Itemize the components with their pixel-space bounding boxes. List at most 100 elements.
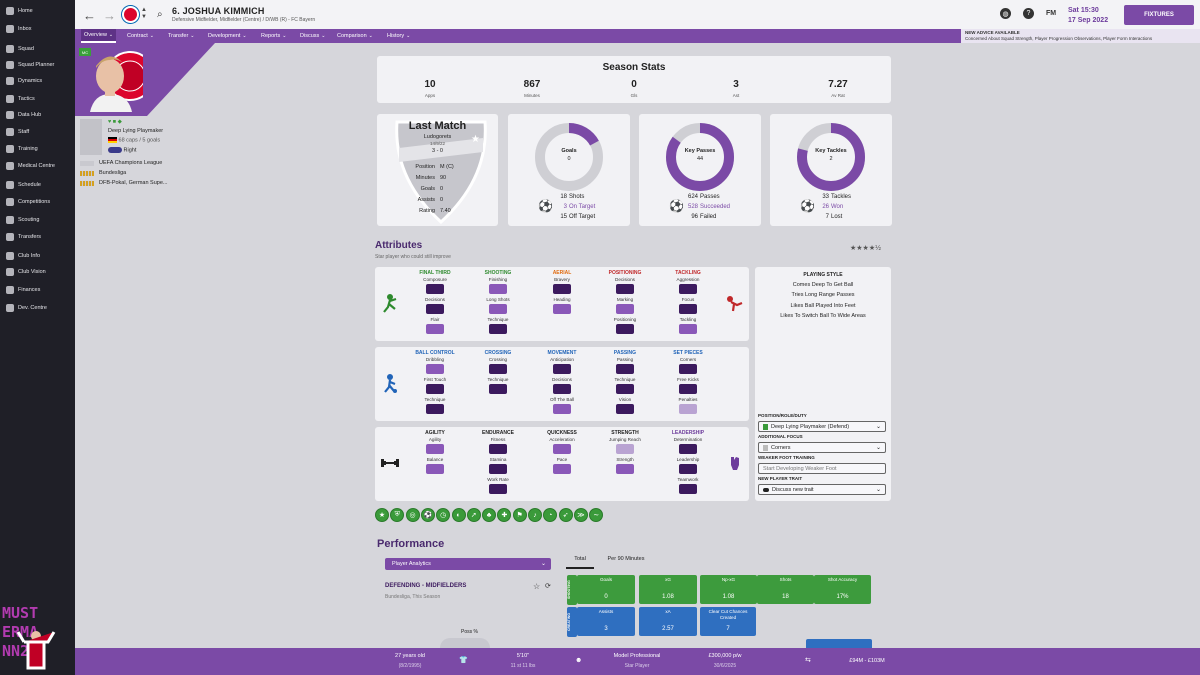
flag-trait-icon[interactable]: ⚑ bbox=[512, 508, 527, 522]
wave-trait-icon[interactable]: ∼ bbox=[589, 508, 604, 522]
attr-value-box[interactable] bbox=[679, 324, 697, 334]
sidebar-item-scouting[interactable]: Scouting bbox=[0, 212, 75, 228]
fm-logo[interactable]: FM bbox=[1046, 10, 1057, 17]
pass-trait-icon[interactable]: ➚ bbox=[466, 508, 481, 522]
sidebar-item-transfers[interactable]: Transfers bbox=[0, 229, 75, 245]
boot-trait-icon[interactable]: ◐ bbox=[451, 508, 466, 522]
attr-value-box[interactable] bbox=[426, 404, 444, 414]
help-icon[interactable]: ? bbox=[1023, 8, 1034, 19]
attr-value-box[interactable] bbox=[616, 324, 634, 334]
attr-value-box[interactable] bbox=[489, 284, 507, 294]
weaker-foot-field[interactable]: Start Developing Weaker Foot bbox=[758, 463, 886, 474]
attr-value-box[interactable] bbox=[553, 444, 571, 454]
sidebar-item-inbox[interactable]: Inbox bbox=[0, 21, 75, 37]
attr-value-box[interactable] bbox=[616, 444, 634, 454]
tab-contract[interactable]: Contract ⌄ bbox=[124, 29, 157, 43]
clock-trait-icon[interactable]: ◷ bbox=[436, 508, 451, 522]
tab-discuss[interactable]: Discuss ⌄ bbox=[297, 29, 328, 43]
analytics-dropdown[interactable]: Player Analytics ⌄ bbox=[385, 558, 551, 570]
attr-value-box[interactable] bbox=[553, 284, 571, 294]
tab-per-90[interactable]: Per 90 Minutes bbox=[607, 556, 645, 562]
tab-comparison[interactable]: Comparison ⌄ bbox=[334, 29, 376, 43]
sidebar-item-squad-planner[interactable]: Squad Planner bbox=[0, 57, 75, 73]
attr-value-box[interactable] bbox=[616, 464, 634, 474]
attr-value-box[interactable] bbox=[489, 384, 507, 394]
target-trait-icon[interactable]: ◎ bbox=[405, 508, 420, 522]
whistle-trait-icon[interactable]: ♪ bbox=[528, 508, 542, 522]
tab-total[interactable]: Total bbox=[566, 556, 594, 569]
back-arrow-icon[interactable]: ← bbox=[83, 8, 96, 23]
position-role-select[interactable]: Deep Lying Playmaker (Defend) ⌄ bbox=[758, 421, 886, 432]
tab-history[interactable]: History ⌄ bbox=[384, 29, 413, 43]
attr-value-box[interactable] bbox=[679, 364, 697, 374]
player-trait-select[interactable]: Discuss new trait ⌄ bbox=[758, 484, 886, 495]
attr-value-box[interactable] bbox=[489, 364, 507, 374]
shooting-tile[interactable]: xG 1.08 bbox=[639, 575, 697, 604]
game-date[interactable]: Sat 15:30 17 Sep 2022 bbox=[1068, 6, 1108, 26]
competition-name[interactable]: Bundesliga bbox=[99, 170, 127, 176]
attr-value-box[interactable] bbox=[426, 384, 444, 394]
sidebar-item-competitions[interactable]: Competitions bbox=[0, 194, 75, 210]
shooting-tile[interactable]: Shot Accuracy 17% bbox=[814, 575, 871, 604]
shooting-tile[interactable]: Shots 18 bbox=[757, 575, 814, 604]
creating-tile[interactable]: Assists 3 bbox=[577, 607, 635, 636]
attr-value-box[interactable] bbox=[616, 404, 634, 414]
cross-trait-icon[interactable]: ✚ bbox=[497, 508, 512, 522]
sidebar-item-training[interactable]: Training bbox=[0, 141, 75, 157]
advice-banner[interactable]: NEW ADVICE AVAILABLE Concerned About Squ… bbox=[961, 29, 1200, 43]
creating-tile[interactable]: Clear Cut Chances Created 7 bbox=[700, 607, 756, 636]
attr-value-box[interactable] bbox=[553, 404, 571, 414]
attr-value-box[interactable] bbox=[616, 304, 634, 314]
sidebar-item-finances[interactable]: Finances bbox=[0, 282, 75, 298]
sidebar-item-dynamics[interactable]: Dynamics bbox=[0, 73, 75, 89]
attr-value-box[interactable] bbox=[489, 444, 507, 454]
globe-icon[interactable]: ◍ bbox=[1000, 8, 1011, 19]
attr-value-box[interactable] bbox=[553, 364, 571, 374]
attr-value-box[interactable] bbox=[489, 324, 507, 334]
attr-value-box[interactable] bbox=[553, 384, 571, 394]
attr-value-box[interactable] bbox=[489, 484, 507, 494]
sidebar-item-data-hub[interactable]: Data Hub bbox=[0, 107, 75, 123]
sidebar-item-club-vision[interactable]: Club Vision bbox=[0, 264, 75, 280]
attr-value-box[interactable] bbox=[489, 464, 507, 474]
tab-development[interactable]: Development ⌄ bbox=[205, 29, 250, 43]
tab-overview[interactable]: Overview ⌄ bbox=[81, 29, 117, 43]
sidebar-item-schedule[interactable]: Schedule bbox=[0, 177, 75, 193]
sidebar-item-squad[interactable]: Squad bbox=[0, 41, 75, 57]
attr-value-box[interactable] bbox=[616, 364, 634, 374]
sidebar-item-medical-centre[interactable]: Medical Centre bbox=[0, 158, 75, 174]
attr-value-box[interactable] bbox=[553, 464, 571, 474]
sidebar-item-home[interactable]: Home bbox=[0, 3, 75, 19]
attr-value-box[interactable] bbox=[679, 464, 697, 474]
additional-focus-select[interactable]: Corners ⌄ bbox=[758, 442, 886, 453]
ball-trait-icon[interactable]: ⚽ bbox=[420, 508, 435, 522]
attr-value-box[interactable] bbox=[553, 304, 571, 314]
attr-value-box[interactable] bbox=[426, 364, 444, 374]
fixtures-button[interactable]: FIXTURES bbox=[1124, 5, 1194, 25]
attr-value-box[interactable] bbox=[489, 304, 507, 314]
search-icon[interactable]: ⌕ bbox=[157, 9, 163, 20]
attr-value-box[interactable] bbox=[616, 284, 634, 294]
leaf-trait-icon[interactable]: ♣ bbox=[482, 508, 497, 522]
shooting-tile[interactable]: Goals 0 bbox=[577, 575, 635, 604]
attr-value-box[interactable] bbox=[679, 404, 697, 414]
forward-arrow-icon[interactable]: → bbox=[103, 8, 116, 23]
sidebar-item-club-info[interactable]: Club Info bbox=[0, 248, 75, 264]
attr-value-box[interactable] bbox=[679, 484, 697, 494]
tab-reports[interactable]: Reports ⌄ bbox=[258, 29, 289, 43]
competition-name[interactable]: UEFA Champions League bbox=[99, 160, 163, 166]
attr-value-box[interactable] bbox=[426, 444, 444, 454]
club-switch-icon[interactable]: ▲ ▼ bbox=[141, 7, 147, 20]
attr-value-box[interactable] bbox=[679, 284, 697, 294]
sidebar-item-dev-centre[interactable]: Dev. Centre bbox=[0, 300, 75, 316]
shield-trait-icon[interactable]: ⛨ bbox=[390, 508, 405, 522]
attr-value-box[interactable] bbox=[679, 304, 697, 314]
last-match-card[interactable]: ★ Last Match Ludogorets 14/9/22 3 - 0 bbox=[377, 114, 498, 226]
shooting-tile[interactable]: Np-xG 1.08 bbox=[700, 575, 757, 604]
club-badge-icon[interactable] bbox=[122, 6, 139, 23]
attr-value-box[interactable] bbox=[426, 284, 444, 294]
speed-trait-icon[interactable]: ≫ bbox=[573, 508, 588, 522]
tab-transfer[interactable]: Transfer ⌄ bbox=[165, 29, 197, 43]
star-trait-icon[interactable]: ★ bbox=[375, 508, 389, 522]
attr-value-box[interactable] bbox=[426, 324, 444, 334]
